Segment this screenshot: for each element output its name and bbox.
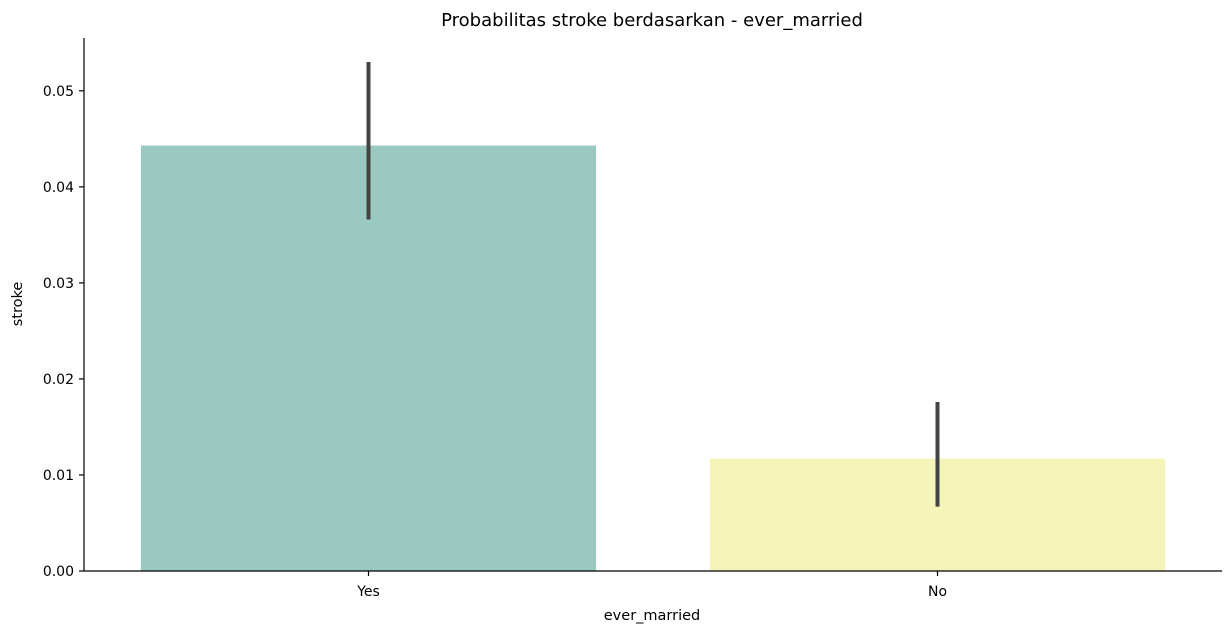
y-tick-label: 0.05 xyxy=(43,84,74,100)
error-bars-group xyxy=(366,62,940,507)
y-ticks-group: 0.00 0.01 0.02 0.03 0.04 0.05 xyxy=(43,84,84,580)
x-tick-label: No xyxy=(928,584,947,600)
y-tick-label: 0.04 xyxy=(43,180,74,196)
x-axis-label: ever_married xyxy=(604,608,700,624)
y-axis-label: stroke xyxy=(10,282,26,327)
x-ticks-group: Yes No xyxy=(356,571,947,600)
y-tick-label: 0.03 xyxy=(43,276,74,292)
y-tick-label: 0.00 xyxy=(43,564,74,580)
y-tick-label: 0.02 xyxy=(43,372,74,388)
x-tick-label: Yes xyxy=(356,584,380,600)
y-tick-label: 0.01 xyxy=(43,468,74,484)
chart-title: Probabilitas stroke berdasarkan - ever_m… xyxy=(441,10,863,31)
bars-group xyxy=(140,145,1166,571)
